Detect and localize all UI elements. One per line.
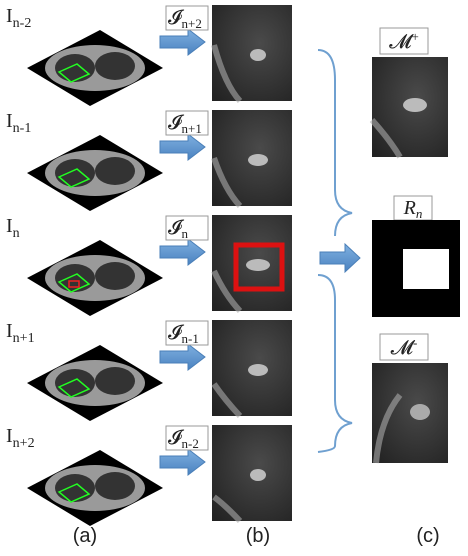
caption: (c) [416,525,439,547]
m-minus-image [372,363,448,463]
brace [318,275,352,452]
caption: (b) [246,525,270,547]
nodule [248,364,268,376]
nodule [250,49,266,61]
arrow [160,134,205,160]
lung [55,54,95,82]
lung [95,52,135,80]
arrow [160,29,205,55]
lung [55,264,95,292]
arrow [160,239,205,265]
arrow [160,449,205,475]
arrow [320,244,360,272]
mask-region [403,249,449,289]
lung [95,472,135,500]
figure: In-2𝓘n+2In-1𝓘n+1In𝓘nIn+1𝓘n-1In+2𝓘n-2 𝓜+ … [0,0,468,551]
arrow [160,344,205,370]
slice-label: In-1 [6,110,31,136]
lung [55,159,95,187]
brace [318,50,352,236]
caption: (a) [73,525,97,547]
slice-label: In-2 [6,5,31,31]
nodule [248,154,268,166]
slice-label: In+1 [6,320,35,346]
nodule [250,469,266,481]
lung [95,262,135,290]
lung [55,474,95,502]
slice-label: In+2 [6,425,35,451]
lung [95,157,135,185]
lung [55,369,95,397]
nodule [246,259,270,271]
slice-label: In [6,215,20,241]
lung [95,367,135,395]
